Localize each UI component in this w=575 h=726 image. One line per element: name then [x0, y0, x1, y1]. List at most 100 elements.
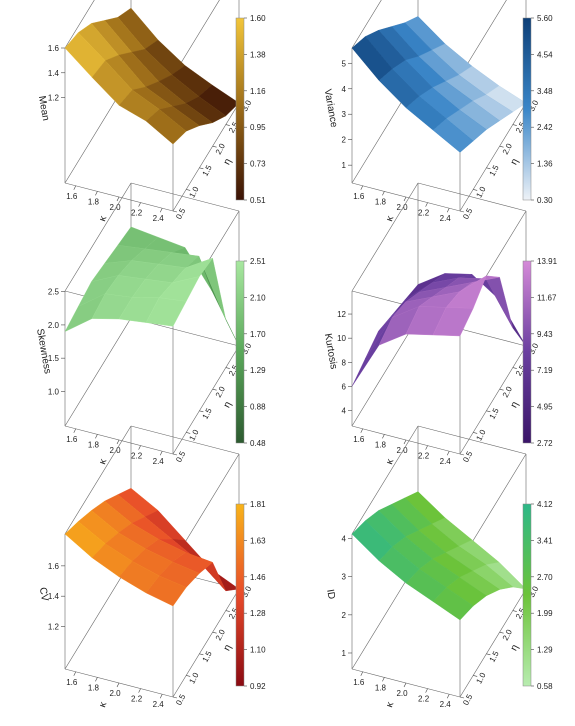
colorbar-tick-label: 2.51 — [250, 257, 266, 266]
x-tick-mark — [403, 439, 407, 445]
colorbar-tick-label: 1.29 — [537, 646, 553, 655]
y-tick-label: 1.0 — [474, 185, 487, 200]
y-tick-mark — [225, 610, 230, 612]
x-tick-mark — [73, 428, 77, 433]
y-tick-mark — [186, 189, 191, 191]
x-tick-mark — [446, 451, 450, 456]
z-axis-label: CV — [37, 587, 50, 603]
y-axis-label: η — [509, 643, 521, 653]
colorbar-tick-label: 1.38 — [250, 50, 266, 59]
x-tick-label: 1.6 — [353, 435, 365, 444]
y-tick-label: 2.0 — [214, 142, 227, 157]
y-tick-mark — [199, 653, 204, 656]
x-tick-label: 2.2 — [418, 695, 430, 704]
x-tick-label: 1.8 — [375, 683, 387, 692]
y-axis-label: η — [509, 400, 521, 410]
y-tick-mark — [512, 367, 517, 369]
colorbar-tick-label: 0.51 — [250, 196, 266, 205]
y-tick-mark — [172, 696, 178, 699]
colorbar-tick-label: 4.54 — [537, 50, 553, 59]
x-tick-mark — [403, 682, 407, 688]
box-edge — [459, 0, 507, 77]
colorbar-tick-label: 0.92 — [250, 682, 266, 691]
colorbar-tick-label: 1.70 — [250, 330, 266, 339]
y-tick-label: 1.0 — [187, 671, 200, 686]
x-tick-label: 2.4 — [153, 214, 165, 223]
y-tick-mark — [225, 367, 230, 369]
y-tick-label: 0.5 — [461, 206, 474, 221]
x-axis-label: κ — [97, 214, 109, 223]
colorbar — [522, 503, 532, 687]
x-tick-mark — [382, 191, 385, 196]
surface-facet — [145, 297, 187, 327]
box-edge — [459, 345, 527, 455]
y-tick-mark — [499, 631, 504, 634]
colorbar-tick-label: 0.73 — [250, 160, 266, 169]
y-axis-label: η — [222, 643, 234, 653]
z-tick-label: 5 — [342, 59, 347, 68]
x-tick-label: 2.4 — [153, 700, 165, 709]
y-tick-mark — [199, 167, 204, 170]
colorbar — [235, 17, 245, 201]
x-tick-mark — [73, 671, 77, 676]
z-tick-label: 4 — [342, 85, 347, 94]
y-tick-label: 1.5 — [488, 649, 501, 664]
box-edge — [417, 425, 527, 455]
y-tick-label: 2.0 — [501, 385, 514, 400]
colorbar-tick-label: 2.10 — [250, 293, 266, 302]
x-tick-mark — [138, 202, 141, 207]
colorbar — [235, 503, 245, 687]
z-tick-label: 2 — [342, 611, 347, 620]
y-tick-mark — [512, 124, 517, 126]
colorbar-tick-label: 1.36 — [537, 160, 553, 169]
x-tick-label: 2.0 — [396, 446, 408, 455]
y-tick-mark — [186, 432, 191, 434]
x-tick-mark — [138, 688, 141, 693]
colorbar-tick-label: 7.19 — [537, 366, 553, 375]
y-tick-label: 1.0 — [474, 428, 487, 443]
box-edge — [351, 182, 419, 292]
y-tick-mark — [486, 653, 491, 656]
x-tick-mark — [95, 191, 98, 196]
colorbar-tick-label: 1.46 — [250, 573, 266, 582]
x-tick-label: 2.0 — [109, 689, 121, 698]
y-tick-label: 1.0 — [187, 185, 200, 200]
z-axis-label: Mean — [36, 95, 51, 122]
x-tick-mark — [95, 677, 98, 682]
surface-facet — [432, 118, 474, 153]
x-tick-mark — [138, 445, 141, 450]
x-tick-label: 2.2 — [131, 209, 143, 218]
x-tick-label: 1.8 — [88, 197, 100, 206]
y-tick-mark — [172, 210, 178, 213]
box-edge — [64, 425, 132, 535]
x-tick-mark — [425, 445, 428, 450]
surface-facet — [145, 575, 187, 607]
x-axis-label: κ — [384, 700, 396, 709]
colorbar-tick-label: 0.30 — [537, 196, 553, 205]
x-tick-label: 1.6 — [66, 435, 78, 444]
z-tick-label: 4 — [342, 407, 347, 416]
y-tick-mark — [199, 410, 204, 413]
y-tick-mark — [499, 145, 504, 148]
z-tick-label: 2.0 — [48, 321, 60, 330]
x-axis-label: κ — [97, 457, 109, 466]
y-tick-label: 2.0 — [501, 628, 514, 643]
y-tick-label: 2.0 — [214, 385, 227, 400]
y-tick-label: 1.5 — [201, 163, 214, 178]
x-tick-mark — [360, 185, 364, 190]
x-tick-label: 1.8 — [88, 683, 100, 692]
x-tick-label: 2.0 — [396, 203, 408, 212]
box-edge — [172, 588, 240, 698]
box-edge — [459, 102, 527, 212]
colorbar-tick-label: 11.67 — [537, 293, 557, 302]
z-tick-label: 10 — [337, 334, 346, 343]
y-tick-label: 0.5 — [174, 206, 187, 221]
x-tick-mark — [403, 196, 407, 202]
colorbar-tick-label: 1.10 — [250, 646, 266, 655]
z-axis-label: ID — [324, 588, 337, 600]
z-axis-label: Skewness — [34, 328, 53, 375]
z-tick-label: 6 — [342, 382, 347, 391]
